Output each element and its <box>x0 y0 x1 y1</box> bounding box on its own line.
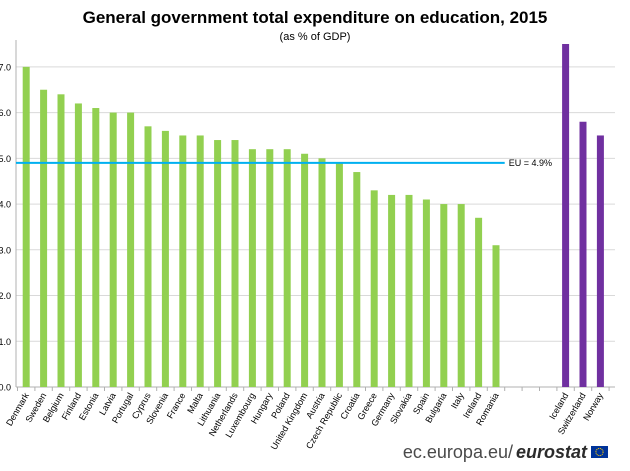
bar-iceland <box>562 44 570 387</box>
bar-portugal <box>127 112 135 387</box>
bar-netherlands <box>231 140 239 387</box>
bar-sweden <box>40 89 48 387</box>
eurostat-logo: eurostat <box>515 441 587 462</box>
bar-poland <box>283 149 291 387</box>
bar-luxembourg <box>248 149 256 387</box>
y-tick-label: 3.0 <box>0 245 11 255</box>
bar-czech-republic <box>335 162 343 387</box>
bar-switzerland <box>579 121 587 387</box>
bar-norway <box>596 135 604 387</box>
chart-title: General government total expenditure on … <box>82 8 548 27</box>
bar-slovenia <box>161 130 169 388</box>
bar-denmark <box>22 66 30 387</box>
eu-flag-icon <box>591 446 608 458</box>
bar-greece <box>370 190 378 387</box>
bar-malta <box>196 135 204 387</box>
x-tick-label: Italy <box>449 391 466 411</box>
y-tick-label: 2.0 <box>0 291 11 301</box>
bar-cyprus <box>144 126 152 387</box>
bar-belgium <box>57 94 65 387</box>
y-tick-label: 4.0 <box>0 200 11 210</box>
eu-average-label: EU = 4.9% <box>509 158 552 168</box>
y-tick-label: 5.0 <box>0 154 11 164</box>
bar-italy <box>457 204 465 387</box>
footer: ec.europa.eu/ eurostat <box>403 441 608 463</box>
bar-slovakia <box>405 194 413 387</box>
bar-hungary <box>266 149 274 387</box>
y-tick-label: 6.0 <box>0 108 11 118</box>
y-tick-label: 1.0 <box>0 337 11 347</box>
bar-united-kingdom <box>301 153 309 387</box>
bar-ireland <box>475 217 483 387</box>
bar-spain <box>422 199 430 387</box>
bar-croatia <box>353 172 361 387</box>
bar-austria <box>318 158 326 387</box>
bar-lithuania <box>214 140 222 387</box>
bar-finland <box>74 103 82 387</box>
eu-flag-background <box>591 446 608 458</box>
footer-source[interactable]: ec.europa.eu/ <box>402 441 513 462</box>
chart-subtitle: (as % of GDP) <box>279 31 351 43</box>
bar-estonia <box>92 108 100 387</box>
bar-france <box>179 135 187 387</box>
bar-romania <box>492 245 500 387</box>
bar-latvia <box>109 112 117 387</box>
eu-flag-stars <box>595 447 604 457</box>
bar-bulgaria <box>440 204 448 387</box>
y-tick-label: 0.0 <box>0 383 11 393</box>
y-tick-label: 7.0 <box>0 62 11 72</box>
bar-germany <box>388 194 396 387</box>
